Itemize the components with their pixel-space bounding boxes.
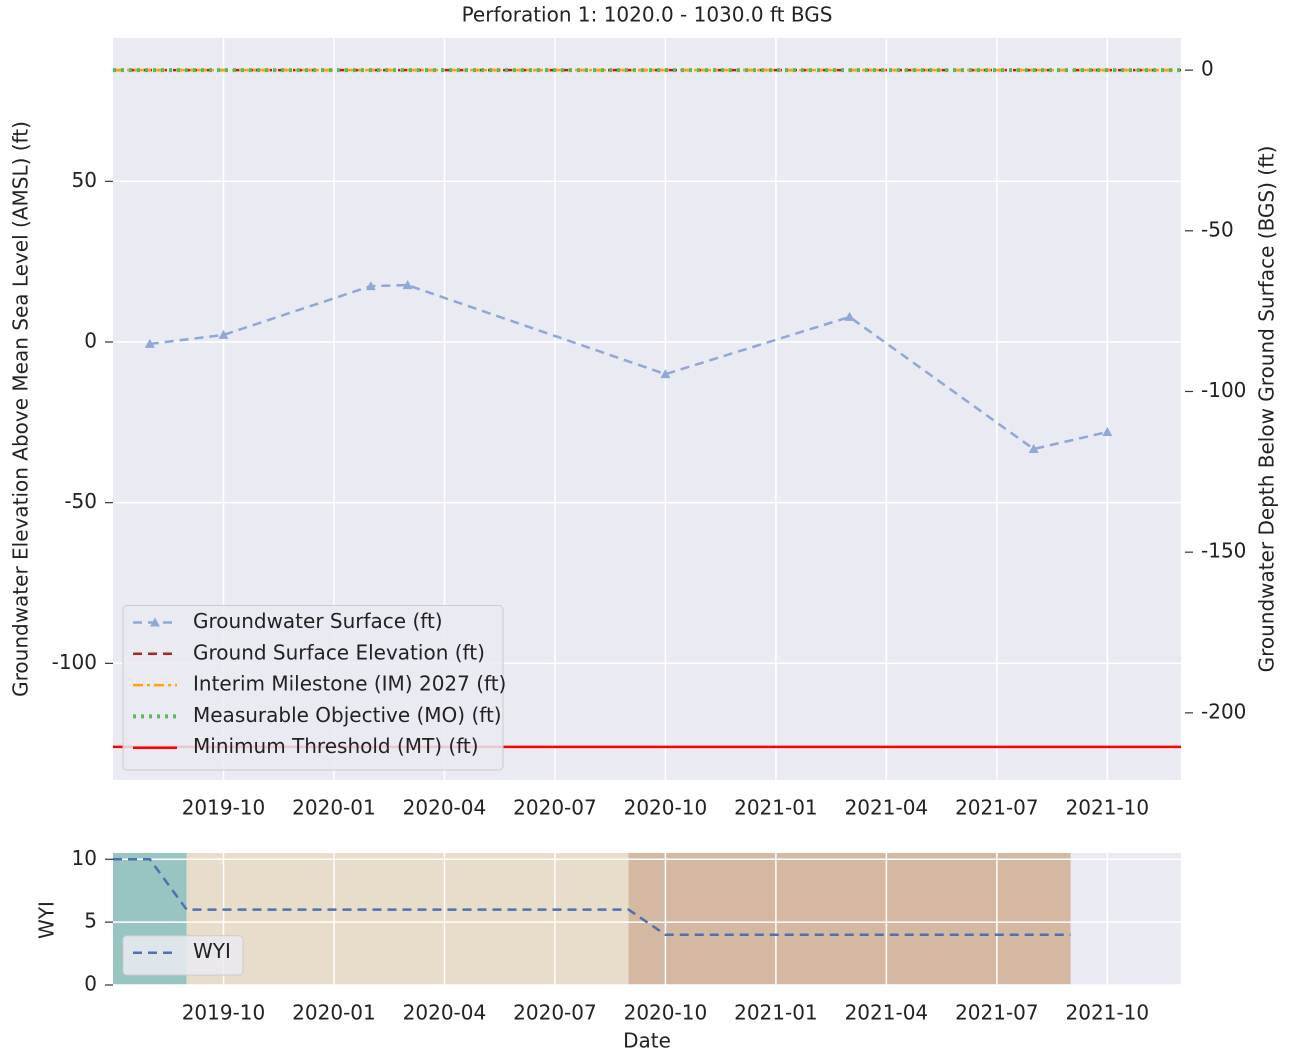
x-tick-label: 2021-01 xyxy=(734,796,818,820)
y-tick-label: -50 xyxy=(64,489,97,513)
x-tick-label: 2019-10 xyxy=(182,796,266,820)
x-tick-label: 2021-04 xyxy=(845,796,929,820)
y2-tick-label: 0 xyxy=(1201,57,1214,81)
legend-label: Interim Milestone (IM) 2027 (ft) xyxy=(193,672,506,696)
y2-tick-label: -150 xyxy=(1201,539,1246,563)
legend-marker xyxy=(150,617,160,627)
data-point xyxy=(1102,426,1113,436)
data-point xyxy=(402,280,413,290)
data-point xyxy=(144,338,155,348)
x-tick-label: 2020-01 xyxy=(292,1001,376,1025)
x-tick-label: 2020-04 xyxy=(403,1001,487,1025)
x-tick-label: 2021-10 xyxy=(1066,1001,1150,1025)
y2-tick-label: -200 xyxy=(1201,699,1246,723)
x-tick-label: 2020-07 xyxy=(513,796,597,820)
y-tick-label: 50 xyxy=(72,168,97,192)
legend-label: Measurable Objective (MO) (ft) xyxy=(193,703,502,727)
y-tick-label: 0 xyxy=(84,328,97,352)
data-point xyxy=(844,311,855,321)
y-tick-label: 10 xyxy=(72,846,97,870)
y2-tick-label: -50 xyxy=(1201,217,1234,241)
series-line xyxy=(113,858,1071,936)
year-type-band xyxy=(628,853,1071,985)
legend-label: Minimum Threshold (MT) (ft) xyxy=(193,734,479,758)
y-tick-label: -100 xyxy=(52,650,97,674)
x-tick-label: 2021-01 xyxy=(734,1001,818,1025)
legend-label: Groundwater Surface (ft) xyxy=(193,609,443,633)
legend-box xyxy=(122,605,504,771)
x-tick-label: 2021-07 xyxy=(955,1001,1039,1025)
x-tick-label: 2020-04 xyxy=(403,796,487,820)
y2-axis-label: Groundwater Depth Below Ground Surface (… xyxy=(1255,146,1279,673)
x-tick-label: 2020-01 xyxy=(292,796,376,820)
data-point xyxy=(365,281,376,291)
legend-label: Ground Surface Elevation (ft) xyxy=(193,640,485,664)
x-tick-label: 2021-07 xyxy=(955,796,1039,820)
x-tick-label: 2020-10 xyxy=(624,796,708,820)
x-tick-label: 2021-04 xyxy=(845,1001,929,1025)
data-point xyxy=(218,329,229,339)
x-tick-label: 2020-10 xyxy=(624,1001,708,1025)
data-point xyxy=(660,369,671,379)
y2-tick-label: -100 xyxy=(1201,378,1246,402)
y-axis-label: Groundwater Elevation Above Mean Sea Lev… xyxy=(9,121,33,697)
legend-box xyxy=(122,935,244,976)
series-line xyxy=(149,283,1108,451)
data-point xyxy=(1028,444,1039,454)
year-type-band xyxy=(186,853,629,985)
x-tick-label: 2019-10 xyxy=(182,1001,266,1025)
x-tick-label: 2021-10 xyxy=(1066,796,1150,820)
y-axis-label: WYI xyxy=(35,901,59,939)
x-axis-label: Date xyxy=(623,1029,671,1053)
legend-label: WYI xyxy=(193,939,231,963)
chart-title: Perforation 1: 1020.0 - 1030.0 ft BGS xyxy=(462,3,833,27)
y-tick-label: 0 xyxy=(84,972,97,996)
x-tick-label: 2020-07 xyxy=(513,1001,597,1025)
y-tick-label: 5 xyxy=(84,909,97,933)
